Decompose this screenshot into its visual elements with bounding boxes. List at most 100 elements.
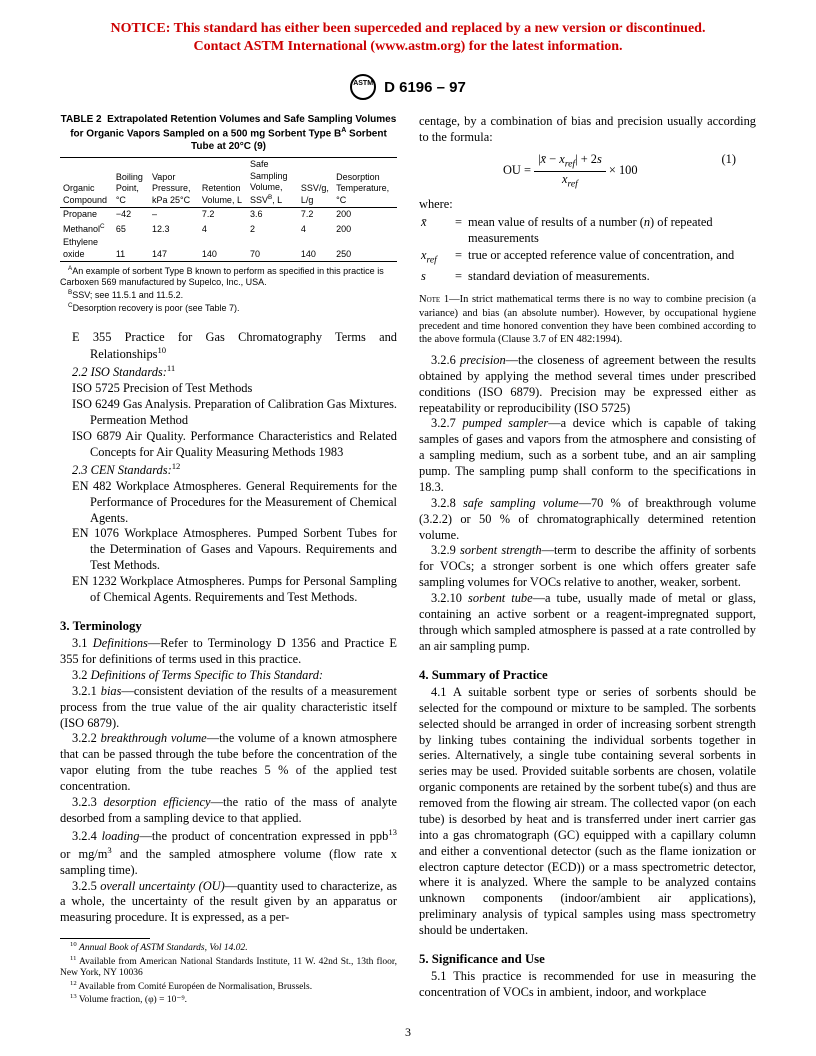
cell: – [149, 208, 199, 222]
fn13: Volume fraction, (φ) = 10⁻⁹. [79, 995, 187, 1005]
p-5-1: 5.1 This practice is recommended for use… [419, 969, 756, 1001]
eq-num: (1) [722, 152, 736, 168]
th-rv: Retention Volume, L [199, 158, 247, 208]
p-3-1: 3.1 Definitions—Refer to Terminology D 1… [60, 636, 397, 668]
ref-sup: 10 [157, 345, 166, 355]
note-1: Note 1—In strict mathematical terms ther… [419, 293, 756, 347]
fn10: Annual Book of ASTM Standards, Vol 14.02… [79, 943, 248, 953]
cell: 70 [247, 236, 298, 262]
p324-sup: 13 [388, 827, 397, 837]
equation-1: OU = |x̄ − xref| + 2s xref × 100 (1) [419, 152, 756, 191]
left-column: TABLE 2 Extrapolated Retention Volumes a… [60, 114, 397, 1006]
cen-head-text: 2.3 CEN Standards: [72, 463, 172, 477]
cell: 147 [149, 236, 199, 262]
iso-head-text: 2.2 ISO Standards: [72, 366, 167, 380]
ref-en1076: EN 1076 Workplace Atmospheres. Pumped So… [60, 526, 397, 574]
notice-banner: NOTICE: This standard has either been su… [60, 20, 756, 56]
cell: 7.2 [199, 208, 247, 222]
notice-line1: NOTICE: This standard has either been su… [111, 21, 706, 36]
table-number: TABLE 2 [61, 114, 102, 125]
iso-head: 2.2 ISO Standards:11 [60, 363, 397, 381]
section-3-head: 3. Terminology [60, 618, 397, 634]
cell: Ethylene oxide [63, 237, 98, 259]
doc-designation: D 6196 – 97 [384, 79, 466, 96]
table-row: Propane −42 – 7.2 3.6 7.2 200 [60, 208, 397, 222]
note1-text: In strict mathematical terms there is no… [419, 294, 756, 345]
section-5-head: 5. Significance and Use [419, 951, 756, 967]
cell: 65 [113, 222, 149, 237]
cell: 250 [333, 236, 397, 262]
ref-iso6249: ISO 6249 Gas Analysis. Preparation of Ca… [60, 397, 397, 429]
note-c: Desorption recovery is poor (see Table 7… [73, 303, 240, 313]
page-number: 3 [0, 1025, 816, 1040]
p-3-2-9: 3.2.9 sorbent strength—term to describe … [419, 543, 756, 591]
p-3-2-8: 3.2.8 safe sampling volume—70 % of break… [419, 496, 756, 544]
th-bp: Boiling Point, °C [113, 158, 149, 208]
ref-en1232: EN 1232 Workplace Atmospheres. Pumps for… [60, 574, 397, 606]
where-table: x̄=mean value of results of a number (n)… [419, 213, 756, 287]
notice-line2: Contact ASTM International (www.astm.org… [193, 39, 622, 54]
p-3-2-4: 3.2.4 loading—the product of concentrati… [60, 827, 397, 879]
cell-sup: C [100, 223, 105, 230]
cell: 4 [298, 222, 333, 237]
th-vp: Vapor Pressure, kPa 25°C [149, 158, 199, 208]
cell: −42 [113, 208, 149, 222]
where-xref: true or accepted reference value of conc… [468, 248, 754, 267]
cell: 2 [247, 222, 298, 237]
th-desorp: Desorption Temperature, °C [333, 158, 397, 208]
p-3-2: 3.2 Definitions of Terms Specific to Thi… [60, 668, 397, 684]
ref-e355: E 355 Practice for Gas Chromatography Te… [60, 330, 397, 364]
th-compound: Organic Compound [60, 158, 113, 208]
cell: 4 [199, 222, 247, 237]
th-ssvg: SSV/g, L/g [298, 158, 333, 208]
cell: 7.2 [298, 208, 333, 222]
astm-logo-icon: ASTM [350, 74, 376, 100]
where-s: standard deviation of measurements. [468, 269, 754, 285]
cell: 140 [298, 236, 333, 262]
two-column-layout: TABLE 2 Extrapolated Retention Volumes a… [60, 114, 756, 1006]
ref-iso5725: ISO 5725 Precision of Test Methods [60, 381, 397, 397]
table-row: MethanolC 65 12.3 4 2 4 200 [60, 222, 397, 237]
table2-title: TABLE 2 Extrapolated Retention Volumes a… [60, 114, 397, 153]
th-ssv-tail: , L [272, 195, 282, 205]
cell: 11 [113, 236, 149, 262]
ref-en482: EN 482 Workplace Atmospheres. General Re… [60, 479, 397, 527]
note-b: SSV; see 11.5.1 and 11.5.2. [72, 290, 183, 300]
cell: 12.3 [149, 222, 199, 237]
cell: Methanol [63, 224, 100, 234]
cen-head-sup: 12 [172, 461, 181, 471]
page: NOTICE: This standard has either been su… [0, 0, 816, 1056]
where-x: mean value of results of a number (n) of… [468, 215, 754, 247]
p-3-2-3: 3.2.3 desorption efficiency—the ratio of… [60, 795, 397, 827]
cell: 200 [333, 208, 397, 222]
table2: Organic Compound Boiling Point, °C Vapor… [60, 157, 397, 262]
footnote-rule [60, 938, 150, 939]
ref-text: E 355 Practice for Gas Chromatography Te… [72, 330, 397, 362]
section-4-head: 4. Summary of Practice [419, 667, 756, 683]
table-row: Ethylene oxide 11 147 140 70 140 250 [60, 236, 397, 262]
fn11: Available from American National Standar… [60, 957, 397, 978]
cen-head: 2.3 CEN Standards:12 [60, 461, 397, 479]
cell: 200 [333, 222, 397, 237]
cell: Propane [63, 209, 97, 219]
right-column: centage, by a combination of bias and pr… [419, 114, 756, 1006]
p-3-2-2: 3.2.2 breakthrough volume—the volume of … [60, 731, 397, 795]
p-3-2-5: 3.2.5 overall uncertainty (OU)—quantity … [60, 879, 397, 927]
ref-iso6879: ISO 6879 Air Quality. Performance Charac… [60, 429, 397, 461]
right-top: centage, by a combination of bias and pr… [419, 114, 756, 146]
where-label: where: [419, 197, 756, 213]
note-a: An example of sorbent Type B known to pe… [60, 266, 384, 287]
doc-header: ASTM D 6196 – 97 [60, 74, 756, 100]
iso-head-sup: 11 [167, 363, 175, 373]
p-3-2-6: 3.2.6 precision—the closeness of agreeme… [419, 353, 756, 417]
p-3-2-10: 3.2.10 sorbent tube—a tube, usually made… [419, 591, 756, 655]
cell: 3.6 [247, 208, 298, 222]
cell: 140 [199, 236, 247, 262]
fn12: Available from Comité Européen de Normal… [79, 982, 313, 992]
p-3-2-7: 3.2.7 pumped sampler—a device which is c… [419, 416, 756, 495]
footnotes: 10 Annual Book of ASTM Standards, Vol 14… [60, 941, 397, 1007]
table2-notes: AAn example of sorbent Type B known to p… [60, 265, 397, 313]
p-4-1: 4.1 A suitable sorbent type or series of… [419, 685, 756, 939]
p-3-2-1: 3.2.1 bias—consistent deviation of the r… [60, 684, 397, 732]
th-ssv: Safe Sampling Volume, SSVB, L [247, 158, 298, 208]
